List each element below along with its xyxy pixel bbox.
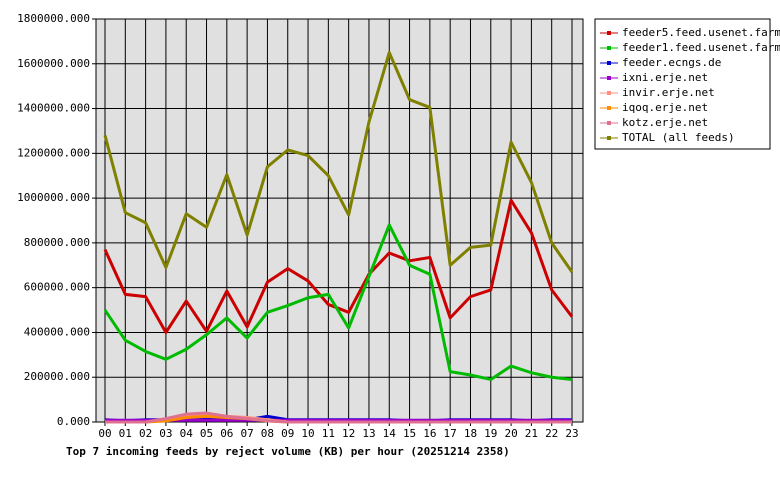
legend-box	[594, 18, 771, 150]
legend-label: ixni.erje.net	[622, 71, 708, 84]
x-tick-label: 09	[281, 427, 294, 440]
x-tick-label: 01	[119, 427, 132, 440]
legend-swatch-dot	[607, 46, 611, 50]
x-tick-label: 05	[200, 427, 213, 440]
legend-swatch-dot	[607, 31, 611, 35]
legend-label: feeder.ecngs.de	[622, 56, 721, 69]
legend-swatch-dot	[607, 61, 611, 65]
x-tick-label: 19	[484, 427, 497, 440]
legend-swatch-dot	[607, 76, 611, 80]
legend-swatch-dot	[607, 121, 611, 125]
x-tick-label: 04	[180, 427, 194, 440]
x-tick-label: 06	[220, 427, 233, 440]
legend-label: feeder5.feed.usenet.farm	[622, 26, 780, 39]
legend-swatch-dot	[607, 136, 611, 140]
x-tick-label: 08	[261, 427, 274, 440]
legend-swatch-dot	[607, 91, 611, 95]
x-tick-label: 21	[525, 427, 538, 440]
y-tick-label: 1800000.000	[17, 12, 90, 25]
x-tick-label: 17	[444, 427, 457, 440]
series-line	[103, 51, 574, 273]
x-tick-label: 23	[565, 427, 578, 440]
x-tick-label: 16	[423, 427, 436, 440]
x-tick-label: 15	[403, 427, 416, 440]
x-tick-label: 03	[159, 427, 172, 440]
y-tick-label: 200000.000	[24, 370, 90, 383]
series-line	[103, 223, 573, 381]
x-tick-label: 13	[362, 427, 375, 440]
y-tick-label: 800000.000	[24, 236, 90, 249]
x-tick-label: 10	[301, 427, 314, 440]
y-tick-label: 0.000	[57, 415, 90, 428]
y-tick-label: 600000.000	[24, 281, 90, 294]
x-tick-label: 14	[383, 427, 397, 440]
chart-title: Top 7 incoming feeds by reject volume (K…	[66, 445, 510, 458]
x-tick-label: 07	[241, 427, 254, 440]
plot-area	[95, 18, 584, 423]
legend-label: iqoq.erje.net	[622, 101, 708, 114]
y-tick-label: 1000000.000	[17, 191, 90, 204]
x-tick-label: 00	[98, 427, 111, 440]
x-tick-label: 18	[464, 427, 477, 440]
legend-swatch-dot	[607, 106, 611, 110]
legend-label: TOTAL (all feeds)	[622, 131, 735, 144]
y-tick-label: 1400000.000	[17, 102, 90, 115]
y-tick-label: 1200000.000	[17, 146, 90, 159]
legend-label: kotz.erje.net	[622, 116, 708, 129]
x-tick-label: 02	[139, 427, 152, 440]
x-tick-label: 11	[322, 427, 335, 440]
x-tick-label: 12	[342, 427, 355, 440]
x-tick-label: 22	[545, 427, 558, 440]
series-line	[105, 411, 572, 424]
legend-label: invir.erje.net	[622, 86, 715, 99]
legend-label: feeder1.feed.usenet.farm	[622, 41, 780, 54]
x-tick-label: 20	[504, 427, 517, 440]
y-tick-label: 400000.000	[24, 325, 90, 338]
y-tick-label: 1600000.000	[17, 57, 90, 70]
